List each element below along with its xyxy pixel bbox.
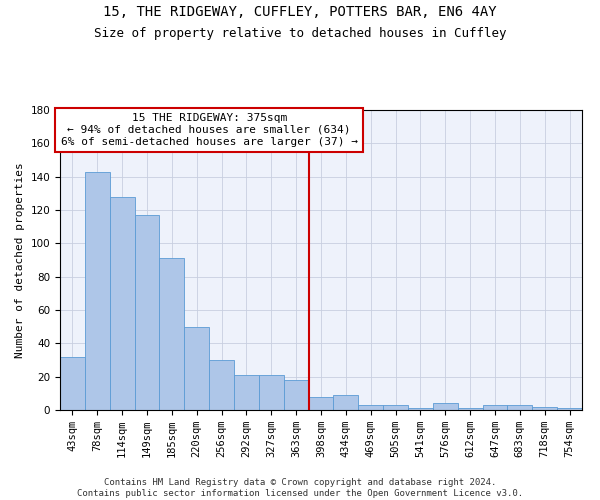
Bar	[184, 326, 209, 410]
Bar	[408, 408, 433, 410]
Bar	[358, 405, 383, 410]
Y-axis label: Number of detached properties: Number of detached properties	[15, 162, 25, 358]
Bar	[433, 404, 458, 410]
Bar	[308, 396, 334, 410]
Text: 15 THE RIDGEWAY: 375sqm
← 94% of detached houses are smaller (634)
6% of semi-de: 15 THE RIDGEWAY: 375sqm ← 94% of detache…	[61, 114, 358, 146]
Bar	[134, 215, 160, 410]
Bar	[85, 172, 110, 410]
Bar	[508, 405, 532, 410]
Bar	[334, 395, 358, 410]
Bar	[234, 375, 259, 410]
Text: Contains HM Land Registry data © Crown copyright and database right 2024.
Contai: Contains HM Land Registry data © Crown c…	[77, 478, 523, 498]
Bar	[60, 356, 85, 410]
Bar	[557, 408, 582, 410]
Bar	[284, 380, 308, 410]
Bar	[110, 196, 134, 410]
Text: 15, THE RIDGEWAY, CUFFLEY, POTTERS BAR, EN6 4AY: 15, THE RIDGEWAY, CUFFLEY, POTTERS BAR, …	[103, 5, 497, 19]
Bar	[209, 360, 234, 410]
Bar	[160, 258, 184, 410]
Bar	[532, 406, 557, 410]
Bar	[383, 405, 408, 410]
Bar	[482, 405, 508, 410]
Text: Size of property relative to detached houses in Cuffley: Size of property relative to detached ho…	[94, 28, 506, 40]
Bar	[259, 375, 284, 410]
Bar	[458, 408, 482, 410]
